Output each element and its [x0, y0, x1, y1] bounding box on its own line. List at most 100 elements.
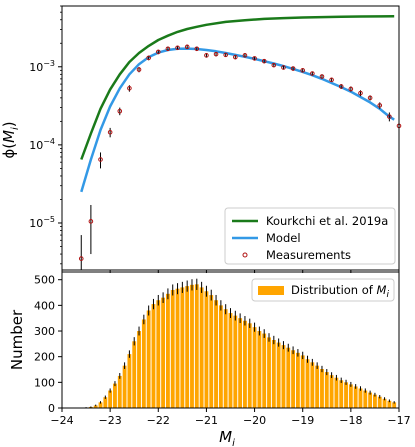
distribution-bar: [392, 402, 397, 408]
bottom-y-tick-label: 300: [34, 325, 55, 338]
measurement-point: [204, 53, 209, 58]
distribution-bar: [185, 286, 190, 408]
distribution-bar: [339, 380, 344, 408]
distribution-bar: [214, 300, 218, 408]
distribution-bar: [194, 284, 199, 408]
distribution-bar: [127, 354, 132, 408]
distribution-bar: [122, 365, 127, 408]
bottom-x-tick-label: −24: [50, 414, 73, 427]
distribution-bar: [243, 320, 247, 408]
distribution-bar: [262, 333, 267, 408]
distribution-bar: [300, 355, 305, 408]
measurement-point: [300, 68, 306, 73]
distribution-bar: [353, 386, 358, 408]
distribution-bar: [223, 309, 228, 408]
distribution-bar: [348, 384, 353, 408]
distribution-bar: [271, 340, 276, 408]
bottom-x-tick-label: −23: [99, 414, 122, 427]
legend-swatch-measurements: [242, 252, 248, 258]
measurement-point: [387, 114, 392, 119]
distribution-bar: [363, 390, 368, 408]
top-legend-box: [224, 207, 396, 265]
measurement-point: [136, 67, 142, 72]
distribution-bar: [324, 372, 329, 408]
distribution-bar: [291, 350, 296, 408]
distribution-bar: [310, 362, 315, 408]
distribution-bar: [151, 304, 156, 408]
distribution-bar: [113, 383, 117, 408]
distribution-bar: [156, 300, 161, 408]
legend-swatch-distribution: [258, 286, 284, 295]
top-y-tick-label: 10−4: [29, 137, 55, 152]
measurement-point: [271, 62, 277, 68]
bottom-x-ticks: −24 −23 −22 −21 −20 −19 −18 −17: [50, 408, 411, 427]
top-axes-frame: [61, 5, 400, 271]
distribution-bar: [233, 315, 238, 408]
distribution-bar: [373, 394, 377, 408]
measurement-point: [338, 84, 344, 89]
measurement-point: [175, 45, 180, 51]
distribution-bar: [137, 331, 141, 408]
distribution-panel: 0 100 200 300 400 500 −24 −23 −22 −21 −20 −19 −18 −1…: [8, 271, 411, 447]
bottom-plot-area: [79, 278, 397, 408]
distribution-bar: [209, 295, 214, 408]
measurement-point: [281, 65, 286, 70]
measurement-point: [261, 58, 267, 64]
measurement-point: [78, 256, 84, 261]
bottom-legend: Distribution of Mi: [251, 278, 395, 302]
top-legend: Kourkchi et al. 2019a Model Measurements: [224, 207, 396, 265]
distribution-bar: [387, 400, 392, 408]
measurement-point: [127, 86, 132, 91]
bottom-y-tick-label: 400: [34, 299, 55, 312]
bottom-x-tick-label: −17: [387, 414, 410, 427]
distribution-bar: [320, 369, 324, 408]
measurement-point: [155, 49, 161, 55]
distribution-bar: [377, 396, 382, 408]
measurement-point: [367, 95, 373, 101]
distribution-bar: [295, 352, 300, 408]
distribution-bar: [204, 291, 209, 408]
legend-label-kourkchi: Kourkchi et al. 2019a: [266, 214, 388, 228]
distribution-bar: [257, 331, 262, 408]
top-y-tick-label: 10−3: [29, 59, 55, 74]
measurement-point: [358, 90, 363, 96]
bottom-y-tick-label: 200: [34, 351, 55, 364]
measurement-point: [223, 52, 228, 58]
measurement-point: [165, 46, 171, 52]
distribution-bar: [305, 359, 310, 408]
measurement-point: [213, 51, 219, 57]
legend-label-model: Model: [266, 231, 301, 245]
measurement-point: [117, 108, 123, 114]
distribution-bar: [199, 287, 204, 408]
distribution-bar: [218, 305, 223, 408]
distribution-bar: [146, 310, 151, 408]
bottom-x-tick-label: −21: [195, 414, 218, 427]
measurement-point: [310, 71, 315, 76]
distribution-bar: [180, 287, 185, 408]
measurement-point: [98, 157, 103, 162]
distribution-bar: [281, 345, 286, 408]
measurement-point: [107, 129, 113, 135]
distribution-bar: [98, 402, 103, 408]
measurement-point: [146, 55, 151, 61]
bottom-axes-frame: [61, 271, 400, 409]
distribution-bar: [267, 337, 271, 408]
distribution-bar: [228, 313, 233, 408]
luminosity-function-panel: 10−5 10−4 10−3 ϕ(Mi) Kourkchi et al. 2019a…: [0, 5, 402, 273]
legend-label-measurements: Measurements: [266, 248, 351, 262]
distribution-bar: [175, 288, 180, 408]
measurement-point: [184, 44, 190, 50]
distribution-bar: [344, 382, 348, 408]
distribution-bar: [165, 293, 170, 408]
series-line-model: [80, 47, 395, 193]
measurement-point: [88, 219, 94, 224]
bottom-y-tick-label: 100: [34, 376, 55, 389]
measurement-point: [348, 86, 354, 92]
distribution-bar: [334, 377, 339, 408]
distribution-bar: [132, 341, 137, 408]
bottom-legend-box: [251, 278, 395, 302]
series-line-kourkchi: [80, 15, 395, 160]
distribution-bar: [252, 327, 257, 408]
distribution-bar: [190, 284, 194, 408]
